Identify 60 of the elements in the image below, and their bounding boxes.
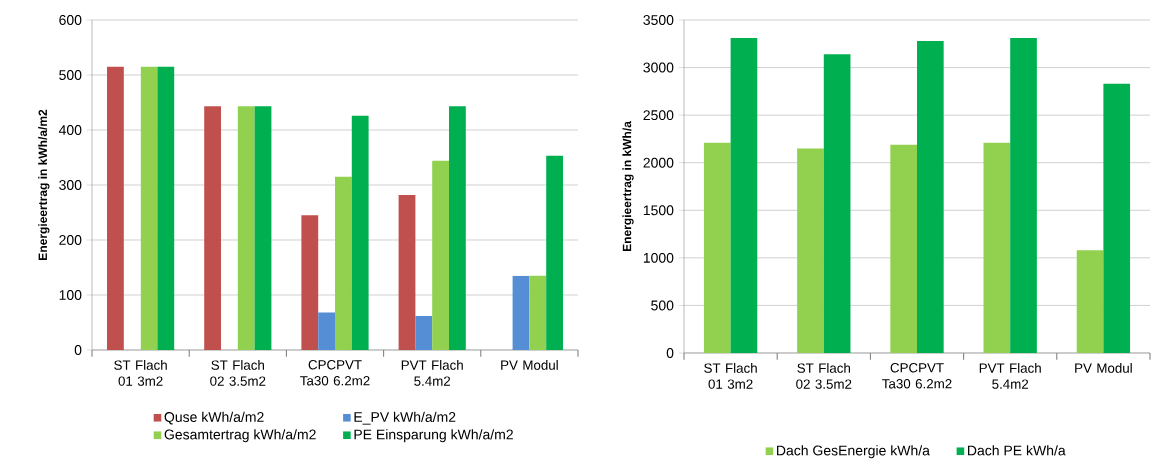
bar (890, 144, 917, 353)
x-tick-label: CPCPVT Ta30 6.2m2 (882, 363, 952, 389)
y-tick-label: 300 (59, 180, 82, 190)
y-tick-label: 3000 (643, 62, 674, 73)
bar (415, 315, 433, 350)
bar (254, 106, 272, 350)
x-tick-label: CPCPVT Ta30 6.2m2 (300, 360, 370, 386)
y-tick-label: 400 (58, 125, 82, 135)
legend-label: E_PV kWh/a/m2 (354, 411, 456, 425)
y-axis-title: Energieertrag in kWh/a/m2 (38, 109, 50, 260)
legend-label: Quse kWh/a/m2 (164, 411, 264, 425)
bar (546, 155, 563, 350)
x-tick-label: ST Flach 01 3m2 (114, 360, 167, 386)
bar (157, 66, 175, 350)
legend-label: PE Einsparung kWh/a/m2 (354, 429, 513, 443)
legend-label: Dach GesEnergie kWh/a (777, 445, 930, 459)
legend-label: Gesamtertrag kWh/a/m2 (164, 429, 316, 443)
y-tick-label: 3500 (643, 15, 674, 25)
bar (204, 106, 222, 350)
y-tick-label: 600 (59, 15, 82, 25)
bar (432, 160, 449, 350)
bar (797, 148, 824, 353)
x-tick-label: PVT Flach 5.4m2 (979, 363, 1041, 389)
bar (237, 106, 255, 350)
bar (917, 40, 944, 353)
bar (107, 66, 124, 350)
x-tick-label: PV Modul (1075, 363, 1132, 373)
x-tick-label: ST Flach 01 3m2 (704, 363, 757, 389)
y-tick-label: 1500 (643, 205, 674, 216)
y-tick-label: 2500 (643, 110, 674, 121)
bar (529, 275, 547, 350)
y-tick-label: 1000 (643, 252, 674, 263)
bar (335, 176, 352, 350)
y-tick-label: 500 (651, 300, 674, 311)
x-tick-label: PV Modul (501, 360, 558, 370)
y-axis-title: Energieertrag in kWh/a (622, 121, 634, 252)
x-tick-label: ST Flach 02 3.5m2 (210, 360, 266, 386)
bar (398, 194, 416, 350)
bar (730, 38, 758, 353)
bar (301, 215, 319, 350)
x-tick-label: PVT Flach 5.4m2 (401, 360, 463, 386)
bar (823, 54, 851, 353)
bar (1103, 83, 1131, 353)
y-tick-label: 100 (59, 290, 82, 300)
bar (140, 66, 158, 350)
legend-label: Dach PE kWh/a (968, 445, 1066, 456)
bar (1076, 250, 1104, 353)
y-tick-label: 0 (666, 348, 674, 358)
y-tick-label: 2000 (643, 157, 674, 168)
bar (318, 312, 336, 350)
bar (449, 106, 466, 350)
y-tick-label: 200 (59, 235, 82, 245)
bar (512, 275, 530, 350)
bar (983, 142, 1011, 353)
bar (703, 142, 731, 353)
bar (351, 115, 369, 350)
bar (1010, 38, 1037, 353)
x-tick-label: ST Flach 02 3.5m2 (796, 363, 852, 389)
y-tick-label: 0 (74, 345, 82, 355)
y-tick-label: 500 (59, 70, 82, 80)
